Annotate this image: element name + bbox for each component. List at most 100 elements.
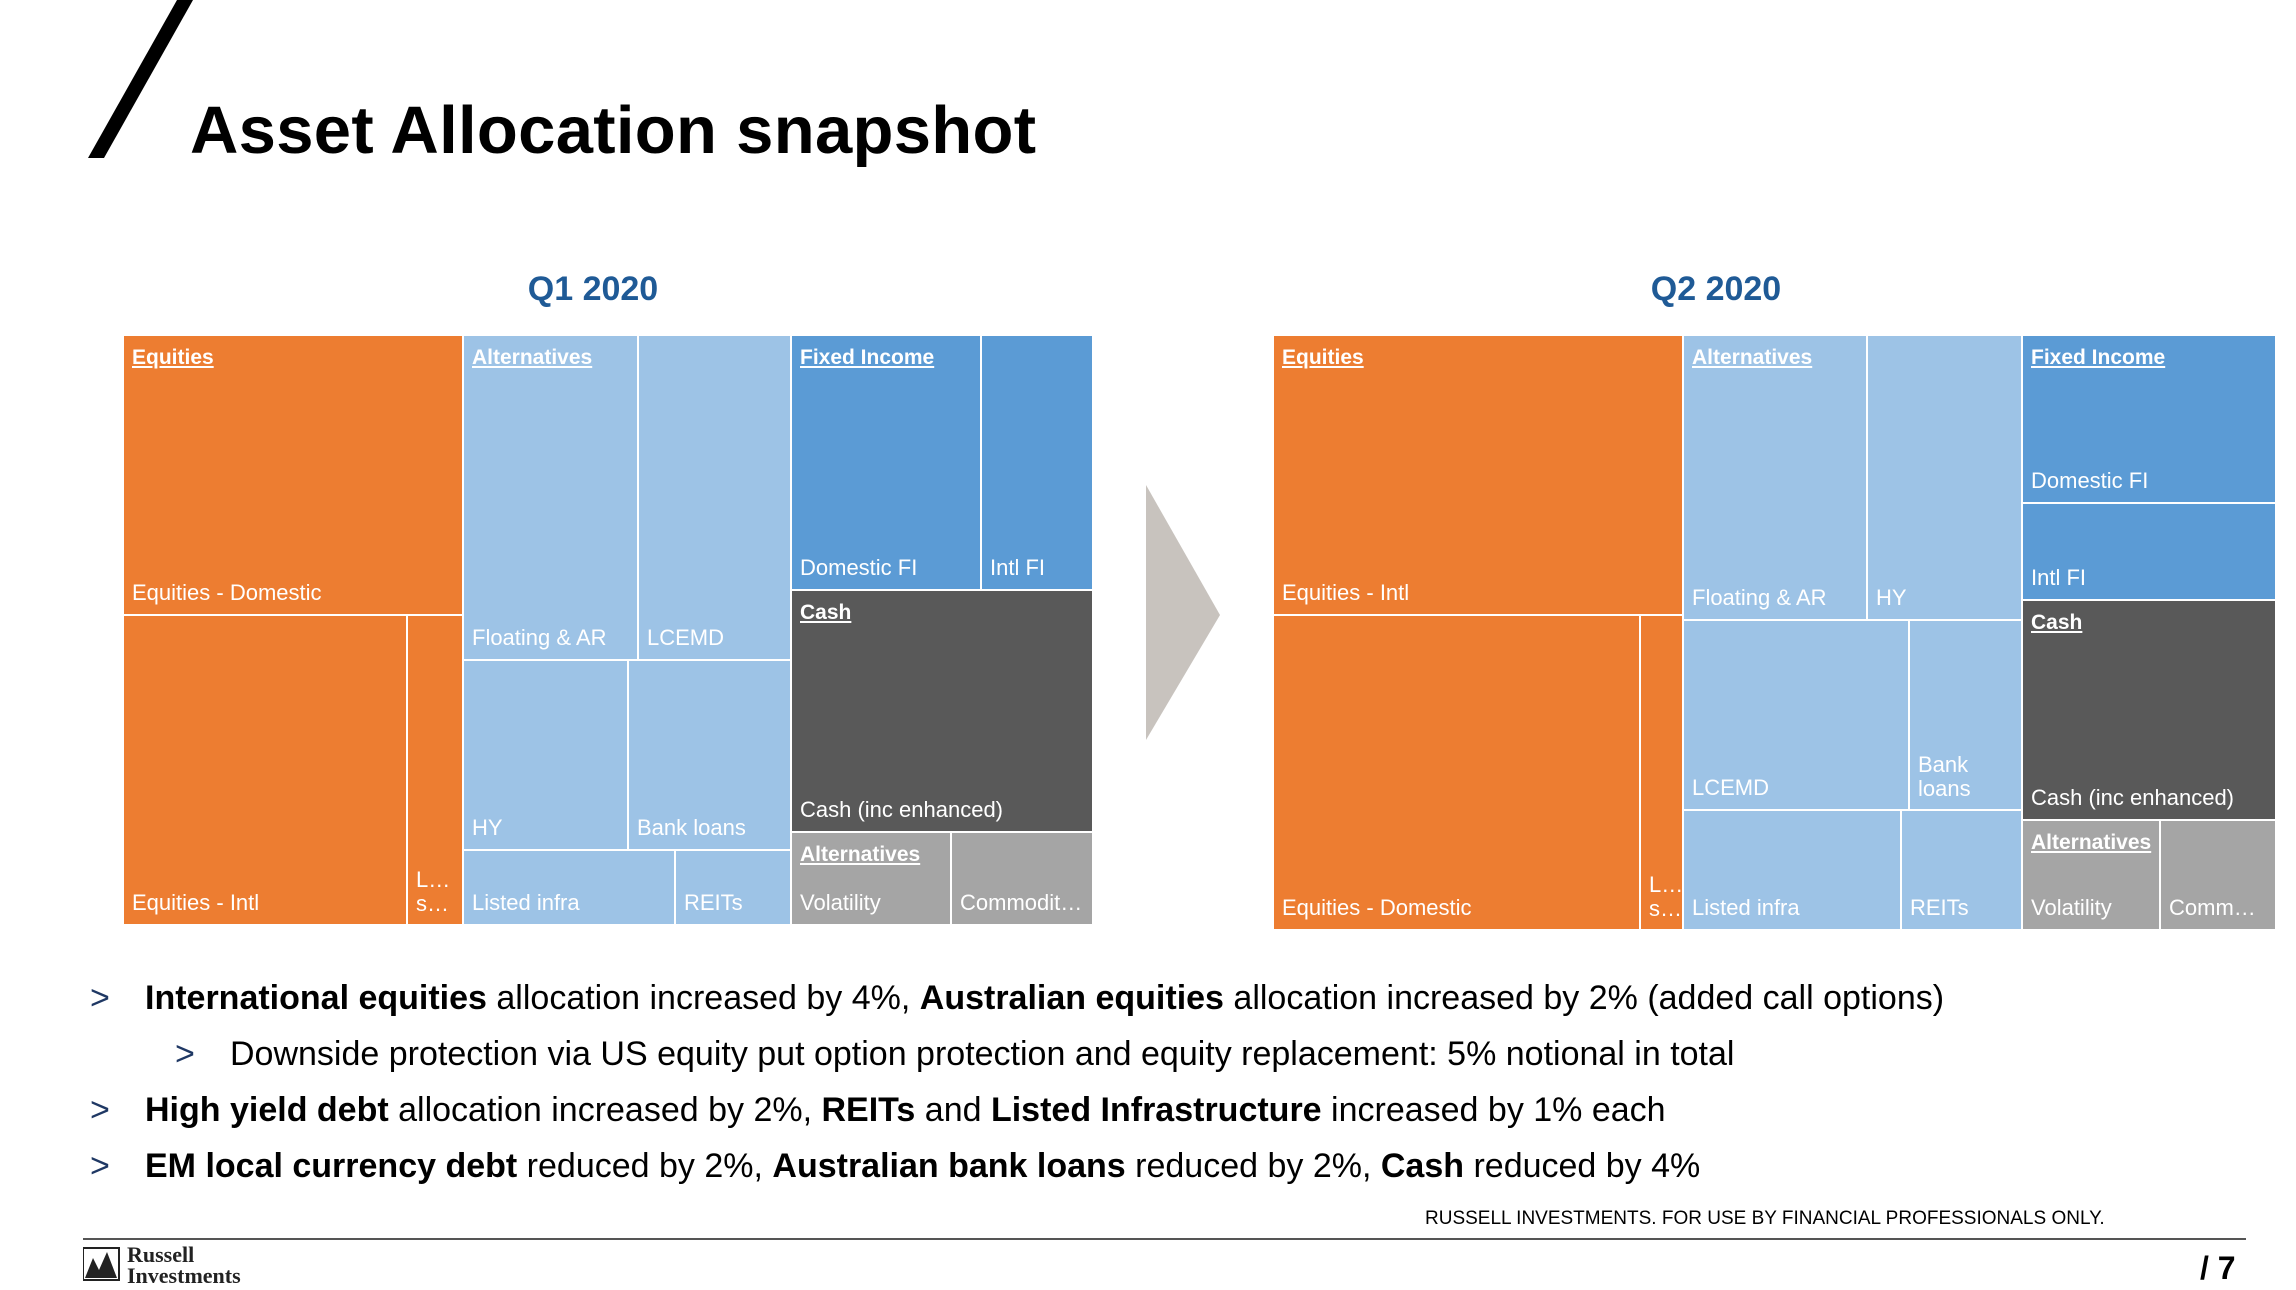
- bullet-marker: >: [175, 1035, 195, 1073]
- q2-label-equities-domestic: Equities - Domestic: [1282, 895, 1472, 920]
- bullet-text: reduced by 4%: [1464, 1147, 1701, 1185]
- q1-tile-cash: Cash Cash (inc enhanced): [791, 590, 1093, 832]
- q1-label-bank-loans: Bank loans: [637, 815, 746, 840]
- q2-tile-equities-domestic: Equities - Domestic: [1273, 615, 1640, 930]
- q1-tile-commodities: Commodit…: [951, 832, 1093, 925]
- q2-tile-equities-small: L… s…: [1640, 615, 1683, 930]
- q1-treemap: Equities Equities - Domestic Equities - …: [123, 335, 1093, 925]
- q1-tile-bank-loans: Bank loans: [628, 660, 791, 850]
- footer-divider: [83, 1238, 2246, 1240]
- q2-tile-lcemd: LCEMD: [1683, 620, 1909, 810]
- q1-label-domestic-fi: Domestic FI: [800, 555, 918, 580]
- bullet-bold-text: High yield debt: [145, 1091, 389, 1129]
- bullet-text: Downside protection via US equity put op…: [230, 1035, 1735, 1073]
- q2-label-floating-ar: Floating & AR: [1692, 585, 1827, 610]
- bullet-bold-text: Australian bank loans: [772, 1147, 1126, 1185]
- transition-arrow-icon: [1146, 485, 1220, 740]
- q2-label-lcemd: LCEMD: [1692, 775, 1770, 800]
- q2-label-equities-intl: Equities - Intl: [1282, 580, 1410, 605]
- q2-group-alternatives: Alternatives: [1692, 346, 1813, 369]
- bullet-text: allocation increased by 2%,: [388, 1091, 822, 1129]
- q2-label-domestic-fi: Domestic FI: [2031, 468, 2149, 493]
- bullet-bold-text: International equities: [145, 979, 487, 1017]
- logo-line-2: Investments: [127, 1263, 241, 1288]
- q2-group-equities: Equities: [1282, 346, 1364, 369]
- q1-tile-intl-fi: Intl FI: [981, 335, 1093, 590]
- q2-tile-hy: HY: [1867, 335, 2022, 620]
- q2-label-listed-infra: Listed infra: [1692, 895, 1800, 920]
- q1-tile-reits: REITs: [675, 850, 791, 925]
- q2-tile-equities-intl: Equities Equities - Intl: [1273, 335, 1683, 615]
- bullet-bold-text: EM local currency debt: [145, 1147, 518, 1185]
- q1-label-hy: HY: [472, 815, 503, 840]
- q2-label-hy: HY: [1876, 585, 1907, 610]
- q1-label-equities-intl: Equities - Intl: [132, 890, 260, 915]
- q1-tile-domestic-fi: Fixed Income Domestic FI: [791, 335, 981, 590]
- q1-group-alternatives-2: Alternatives: [800, 843, 921, 866]
- bullet-marker: >: [90, 1091, 110, 1129]
- q1-tile-volatility: Alternatives Volatility: [791, 832, 951, 925]
- q2-tile-floating-ar: Alternatives Floating & AR: [1683, 335, 1867, 620]
- summary-bullets: > International equities allocation incr…: [90, 970, 2240, 1194]
- q2-tile-reits: REITs: [1901, 810, 2022, 930]
- q1-tile-listed-infra: Listed infra: [463, 850, 675, 925]
- bullet-marker: >: [90, 1147, 110, 1185]
- q2-label-commodities: Comm…: [2169, 895, 2256, 920]
- q2-label-cash: Cash (inc enhanced): [2031, 785, 2235, 810]
- q2-tile-domestic-fi: Fixed Income Domestic FI: [2022, 335, 2276, 503]
- q2-tile-commodities: Comm…: [2160, 820, 2276, 930]
- q1-label-intl-fi: Intl FI: [990, 555, 1046, 580]
- q1-label-volatility: Volatility: [800, 890, 881, 915]
- q2-tile-intl-fi: Intl FI: [2022, 503, 2276, 600]
- q1-group-equities: Equities: [132, 346, 214, 369]
- bullet-bold-text: Cash: [1380, 1147, 1465, 1185]
- q1-label-listed-infra: Listed infra: [472, 890, 580, 915]
- page-number: / 7: [2200, 1250, 2236, 1286]
- bullet-marker: >: [90, 979, 110, 1017]
- q1-label-equities-domestic: Equities - Domestic: [132, 580, 322, 605]
- q2-label-reits: REITs: [1910, 895, 1969, 920]
- q1-group-cash: Cash: [800, 601, 852, 624]
- bullet-bold-text: REITs: [821, 1091, 916, 1129]
- logo-line-1: Russell: [127, 1242, 195, 1267]
- russell-logo-icon: [83, 1247, 120, 1281]
- q1-label-floating-ar: Floating & AR: [472, 625, 607, 650]
- q2-group-fixed-income: Fixed Income: [2031, 346, 2166, 369]
- q1-group-alternatives: Alternatives: [472, 346, 593, 369]
- q1-tile-equities-intl: Equities - Intl: [123, 615, 407, 925]
- q1-tile-equities-domestic: Equities Equities - Domestic: [123, 335, 463, 615]
- bullet-text: and: [915, 1091, 991, 1129]
- bullet-equities: > International equities allocation incr…: [90, 970, 2240, 1026]
- bullet-text: allocation increased by 2% (added call o…: [1223, 979, 1945, 1017]
- bullet-em-debt: > EM local currency debt reduced by 2%, …: [90, 1138, 2240, 1194]
- bullet-high-yield: > High yield debt allocation increased b…: [90, 1082, 2240, 1138]
- q1-tile-equities-small: L… s…: [407, 615, 463, 925]
- q2-label-intl-fi: Intl FI: [2031, 565, 2087, 590]
- q2-tile-bank-loans: Bank loans: [1909, 620, 2022, 810]
- q1-tile-lcemd: LCEMD: [638, 335, 791, 660]
- q2-label-volatility: Volatility: [2031, 895, 2112, 920]
- title-slash-decoration: [88, 0, 193, 158]
- q2-treemap: Equities Equities - Intl Equities - Dome…: [1273, 335, 2276, 930]
- q2-tile-cash: Cash Cash (inc enhanced): [2022, 600, 2276, 820]
- q2-tile-listed-infra: Listed infra: [1683, 810, 1901, 930]
- bullet-downside-protection: > Downside protection via US equity put …: [90, 1026, 2240, 1082]
- q2-label-equities-small: L… s…: [1649, 872, 1683, 921]
- russell-logo: Russell Investments: [83, 1242, 241, 1288]
- page-title: Asset Allocation snapshot: [190, 93, 1037, 168]
- q1-label-commodities: Commodit…: [960, 890, 1083, 915]
- q2-group-alternatives-2: Alternatives: [2031, 831, 2152, 854]
- disclaimer-text: RUSSELL INVESTMENTS. FOR USE BY FINANCIA…: [1425, 1208, 2105, 1229]
- q2-label-bank-loans: Bank loans: [1918, 752, 1971, 801]
- q1-tile-floating-ar: Alternatives Floating & AR: [463, 335, 638, 660]
- bullet-text: reduced by 2%,: [517, 1147, 773, 1185]
- bullet-text: increased by 1% each: [1321, 1091, 1666, 1129]
- q2-tile-volatility: Alternatives Volatility: [2022, 820, 2160, 930]
- q1-label: Q1 2020: [527, 270, 659, 308]
- q2-group-cash: Cash: [2031, 611, 2083, 634]
- q1-group-fixed-income: Fixed Income: [800, 346, 935, 369]
- bullet-text: reduced by 2%,: [1125, 1147, 1381, 1185]
- q1-label-cash: Cash (inc enhanced): [800, 797, 1004, 822]
- bullet-bold-text: Listed Infrastructure: [990, 1091, 1322, 1129]
- bullet-text: allocation increased by 4%,: [486, 979, 920, 1017]
